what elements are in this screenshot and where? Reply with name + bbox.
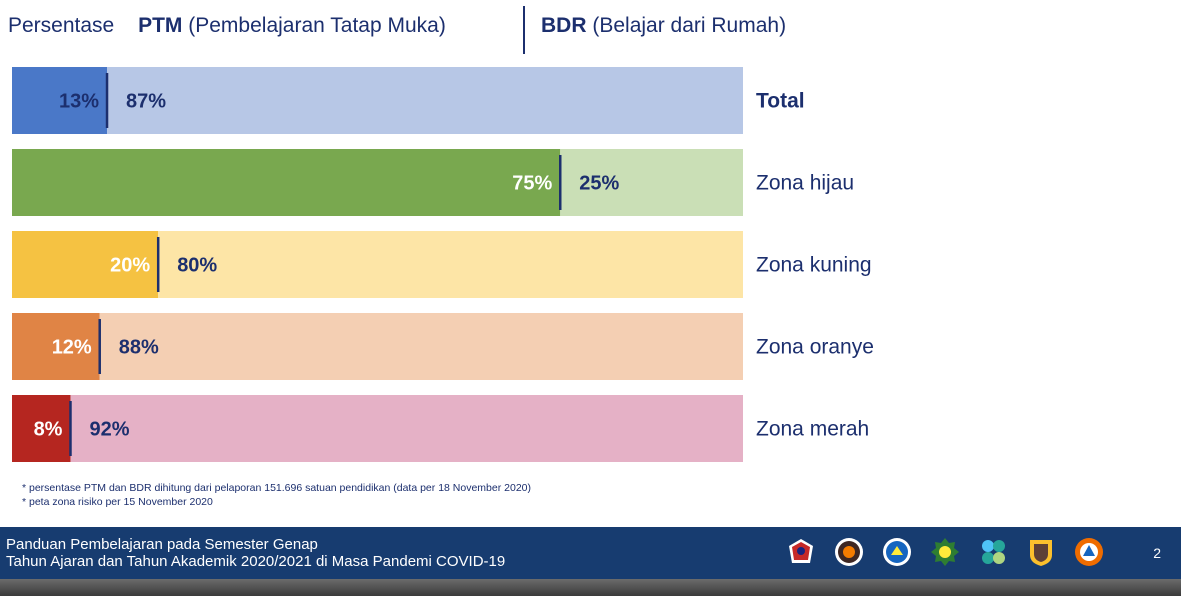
bar-ptm [12,313,100,380]
category-label: Zona hijau [756,172,854,195]
bar-bdr [158,231,743,298]
data-label-bdr: 92% [89,419,129,441]
category-label: Total [756,90,805,113]
footnote-1: * persentase PTM dan BDR dihitung dari p… [22,482,531,494]
footer-text: Panduan Pembelajaran pada Semester Genap… [6,536,505,570]
title-divider [523,6,525,54]
title-ptm-full: (Pembelajaran Tatap Muka) [188,14,446,37]
bar-ptm [12,231,159,298]
data-label-bdr: 80% [177,255,217,277]
kemenag-logo [931,538,959,566]
bar-bdr [70,395,744,462]
kemendikbud-logo [883,538,911,566]
footnotes: * persentase PTM dan BDR dihitung dari p… [22,481,531,509]
bottom-strip [0,579,1181,596]
title-ptm-abbr: PTM [138,14,183,37]
data-label-bdr: 87% [126,91,166,113]
data-label-ptm: 12% [52,337,92,359]
satgas-covid-logo [789,539,813,563]
category-label: Zona oranye [756,336,874,359]
category-label: Zona kuning [756,254,872,277]
bar-ptm [12,395,71,462]
data-label-ptm: 8% [34,419,63,441]
data-label-bdr: 88% [119,337,159,359]
bar-ptm [12,149,561,216]
footer-line-2: Tahun Ajaran dan Tahun Akademik 2020/202… [6,553,506,570]
bar-bdr [99,313,744,380]
bar-bdr [560,149,743,216]
kemendagri-logo [1030,540,1052,566]
kemenkes-logo [982,540,1005,564]
category-label: Zona merah [756,418,869,441]
title-prefix: Persentase [8,14,115,37]
bnpb-logo [835,538,863,566]
data-label-ptm: 75% [512,173,552,195]
data-label-ptm: 20% [110,255,150,277]
chart-title: Persentase PTM (Pembelajaran Tatap Muka)… [8,6,786,54]
data-label-ptm: 13% [59,91,99,113]
bar-ptm [12,67,108,134]
partner-logos [786,537,1104,571]
data-label-bdr: 25% [579,173,619,195]
footer-line-1: Panduan Pembelajaran pada Semester Genap [6,536,318,553]
bar-bdr [107,67,743,134]
bnpb-orange-logo [1075,538,1103,566]
page-number: 2 [1153,545,1161,561]
footer-bar: Panduan Pembelajaran pada Semester Genap… [0,527,1181,579]
title-bdr: BDR (Belajar dari Rumah) [541,14,787,37]
stacked-bar-chart: 13% 87% Total 75% 25% Zona hijau 20% 80% Zona ku… [12,67,874,462]
footnote-2: * peta zona risiko per 15 November 2020 [22,496,213,508]
